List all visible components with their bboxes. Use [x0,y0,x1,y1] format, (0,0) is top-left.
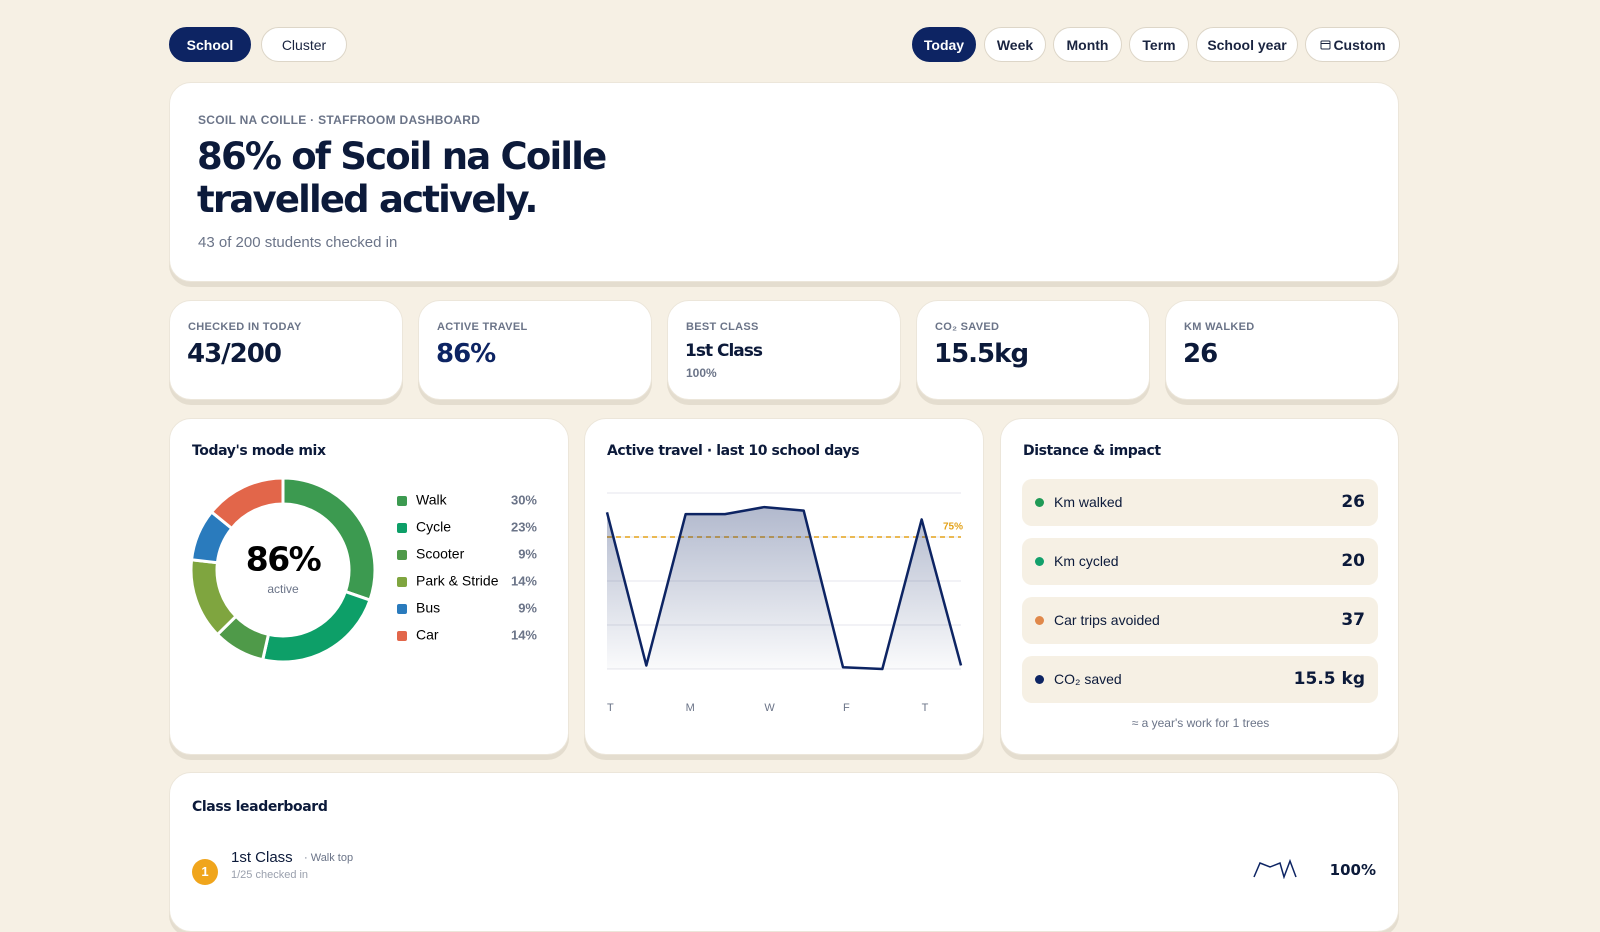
legend-label: Walk [416,492,448,508]
panel-title: Distance & impact [1023,443,1161,459]
legend-swatch [397,550,407,560]
sparkline [1253,859,1297,879]
calendar-icon [1320,40,1331,50]
rank-badge: 1 [192,859,218,885]
kpi-label: CHECKED IN TODAY [188,321,302,333]
hero-subtitle: 43 of 200 students checked in [198,234,398,251]
period-tab[interactable]: School year [1196,27,1298,62]
legend-label: Car [416,627,439,643]
center-value: 86% [246,540,322,579]
scope-tab[interactable]: Cluster [261,27,347,62]
hero-card: SCOIL NA COILLE · STAFFROOM DASHBOARD 86… [169,82,1399,282]
kpi-value: 86% [436,339,496,369]
legend-value: 23% [511,519,537,534]
kpi-value: 43/200 [187,339,282,369]
legend-swatch [397,604,407,614]
kpi-label: KM WALKED [1184,321,1255,333]
line [605,505,963,671]
trend-panel: Active travel · last 10 school days 75% T… [584,418,984,755]
kpi-value: 15.5kg [934,339,1029,369]
hero-title: 86% of Scoil na Coille travelled activel… [197,135,607,221]
impact-label: Km cycled [1054,553,1119,569]
class-tag: · Walk top [304,852,354,864]
page: School Cluster Today Week Month Term Sch… [169,27,1400,932]
eyebrow: SCOIL NA COILLE · STAFFROOM DASHBOARD [198,113,481,127]
x-tick-label: T [607,702,614,714]
impact-row: Car trips avoided 37 [1022,597,1378,644]
dot [1035,498,1044,507]
legend-value: 9% [518,546,537,561]
distance-panel: Distance & impact Km walked 26 Km cycled 2… [1000,418,1399,755]
kpi-card: BEST CLASS 1st Class 100% [667,300,901,400]
impact-value: 20 [1341,551,1365,571]
x-tick-label: F [843,702,850,714]
kpi-value: 1st Class [685,341,763,361]
kpi-note: 100% [686,366,717,380]
legend-swatch [397,631,407,641]
legend-swatch [397,577,407,587]
impact-row: Km cycled 20 [1022,538,1378,585]
legend-label: Cycle [416,519,451,535]
impact-label: Km walked [1054,494,1123,510]
impact-value: 37 [1341,610,1365,630]
impact-label: Car trips avoided [1054,612,1160,628]
period-tab[interactable]: Week [984,27,1046,62]
dot [1035,557,1044,566]
dot [1035,616,1044,625]
kpi-label: CO₂ SAVED [935,321,1000,333]
impact-row: CO₂ saved 15.5 kg [1022,656,1378,703]
period-tab[interactable]: Month [1053,27,1122,62]
dot [1035,675,1044,684]
kpi-label: ACTIVE TRAVEL [437,321,528,333]
impact-label: CO₂ saved [1054,671,1122,687]
area [607,507,961,669]
kpi-value: 26 [1183,339,1218,369]
kpi-label: BEST CLASS [686,321,759,333]
legend-swatch [397,496,407,506]
scope-tab[interactable]: School [169,27,251,62]
panel-title: Today's mode mix [192,443,326,459]
impact-row: Km walked 26 [1022,479,1378,526]
x-tick-label: M [686,702,695,714]
center-label: active [267,582,299,596]
legend-value: 9% [518,600,537,615]
impact-value: 15.5 kg [1293,669,1365,689]
donut-chart: Walk 30% Cycle 23% Scooter 9% Park & Stride 14%… [189,476,537,664]
line-chart: 75% T M W F T [605,492,963,714]
x-tick-label: W [764,702,775,714]
period-tab[interactable]: Term [1129,27,1189,62]
legend-label: Scooter [416,546,465,562]
period-tab[interactable]: Custom [1305,27,1400,62]
x-tick-label: T [922,702,929,714]
period-label: Custom [1333,36,1386,53]
class-sub: 1/25 checked in [231,869,309,881]
donut-segment [260,589,372,664]
panel-title: Active travel · last 10 school days [607,443,860,459]
kpi-card: KM WALKED 26 [1165,300,1399,400]
impact-note: ≈ a year's work for 1 trees [1131,716,1270,730]
donut-segment [189,558,239,637]
class-name: 1st Class [231,849,293,866]
legend-label: Park & Stride [416,573,499,589]
legend-value: 14% [511,627,537,642]
impact-value: 26 [1341,492,1365,512]
donut-segment [209,476,285,531]
kpi-card: CHECKED IN TODAY 43/200 [169,300,403,400]
period-tab[interactable]: Today [912,27,976,62]
legend-value: 14% [511,573,537,588]
legend-value: 30% [511,492,537,507]
kpi-card: CO₂ SAVED 15.5kg [916,300,1150,400]
panel-title: Class leaderboard [192,799,328,815]
target-label: 75% [943,522,963,533]
class-value: 100% [1329,861,1376,879]
leaderboard-card: Class leaderboard 1 1st Class · Walk top… [169,772,1399,932]
legend-label: Bus [416,600,440,616]
kpi-card: ACTIVE TRAVEL 86% [418,300,652,400]
legend-swatch [397,523,407,533]
mode-mix-panel: Today's mode mix Walk 30% Cycle 23% Scooter 9… [169,418,569,755]
